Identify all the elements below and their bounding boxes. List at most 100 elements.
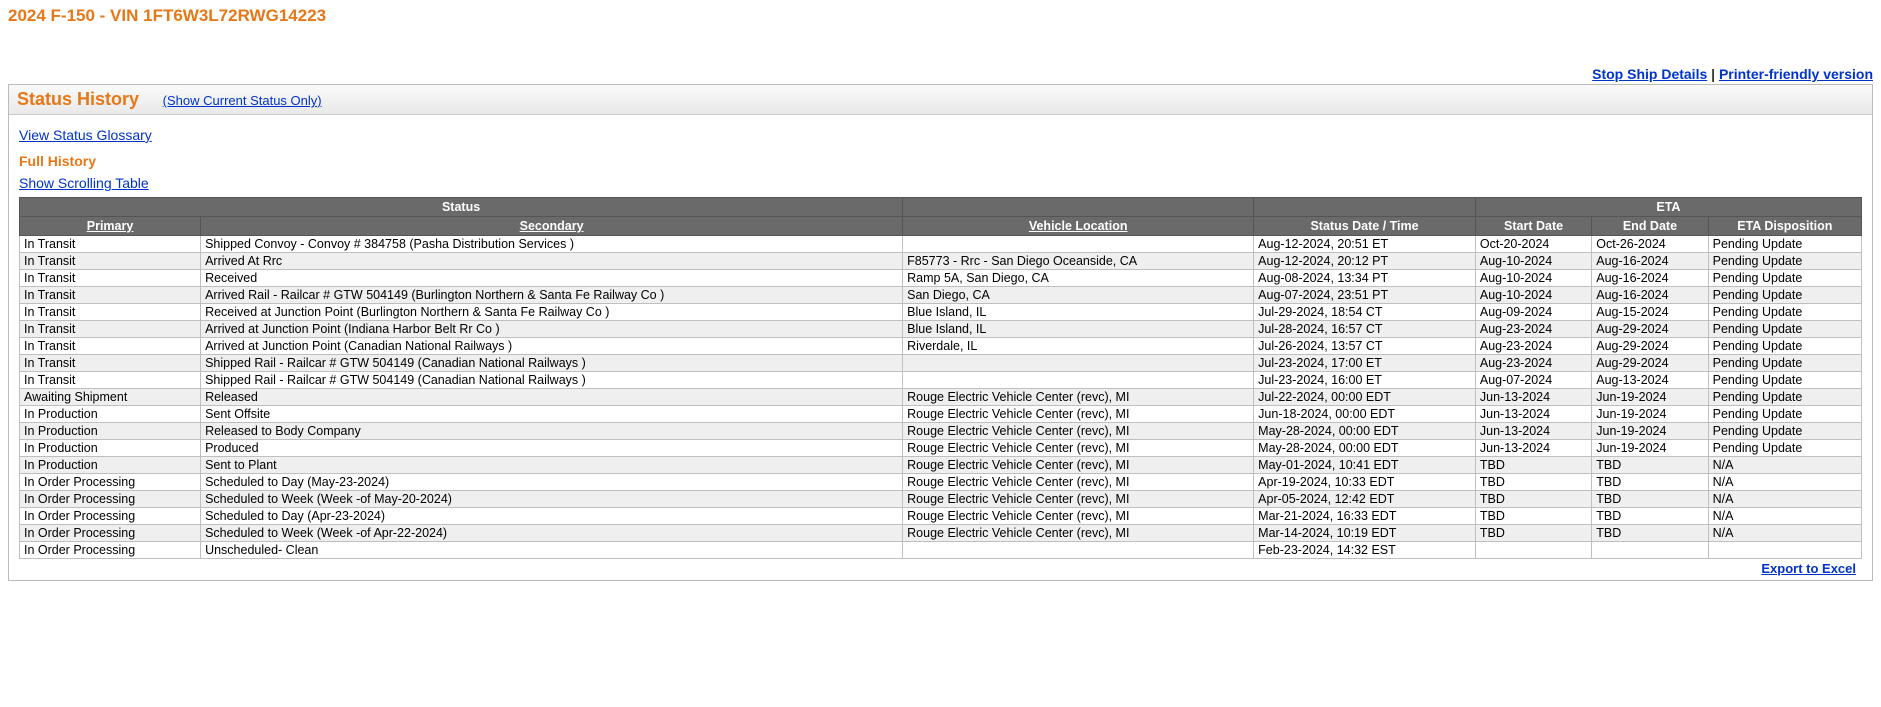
cell-start: Aug-10-2024 <box>1475 270 1591 287</box>
cell-start: Jun-13-2024 <box>1475 389 1591 406</box>
cell-secondary: Sent to Plant <box>201 457 903 474</box>
cell-location: Rouge Electric Vehicle Center (revc), MI <box>903 423 1254 440</box>
col-header-secondary[interactable]: Secondary <box>201 217 903 236</box>
table-row: In Order ProcessingUnscheduled- CleanFeb… <box>20 542 1862 559</box>
cell-disposition: Pending Update <box>1708 338 1861 355</box>
col-header-location[interactable]: Vehicle Location <box>903 217 1254 236</box>
page-title: 2024 F-150 - VIN 1FT6W3L72RWG14223 <box>8 6 1873 26</box>
cell-location: Blue Island, IL <box>903 321 1254 338</box>
cell-location: Rouge Electric Vehicle Center (revc), MI <box>903 389 1254 406</box>
show-scrolling-table-link[interactable]: Show Scrolling Table <box>19 175 149 191</box>
cell-start: Aug-10-2024 <box>1475 253 1591 270</box>
cell-datetime: May-28-2024, 00:00 EDT <box>1254 440 1476 457</box>
cell-start: TBD <box>1475 457 1591 474</box>
cell-disposition: Pending Update <box>1708 406 1861 423</box>
cell-disposition: Pending Update <box>1708 287 1861 304</box>
cell-start <box>1475 542 1591 559</box>
cell-location: Rouge Electric Vehicle Center (revc), MI <box>903 406 1254 423</box>
cell-primary: In Transit <box>20 304 201 321</box>
cell-end: Aug-29-2024 <box>1592 338 1708 355</box>
table-row: In TransitShipped Rail - Railcar # GTW 5… <box>20 372 1862 389</box>
cell-location: Rouge Electric Vehicle Center (revc), MI <box>903 525 1254 542</box>
cell-end: Aug-29-2024 <box>1592 321 1708 338</box>
cell-start: Jun-13-2024 <box>1475 440 1591 457</box>
col-header-start[interactable]: Start Date <box>1475 217 1591 236</box>
cell-primary: Awaiting Shipment <box>20 389 201 406</box>
cell-datetime: Jul-22-2024, 00:00 EDT <box>1254 389 1476 406</box>
cell-end: Jun-19-2024 <box>1592 423 1708 440</box>
cell-start: Aug-07-2024 <box>1475 372 1591 389</box>
show-current-status-link[interactable]: (Show Current Status Only) <box>163 93 322 108</box>
cell-disposition: Pending Update <box>1708 253 1861 270</box>
group-header-blank-2 <box>1254 198 1476 217</box>
cell-secondary: Shipped Rail - Railcar # GTW 504149 (Can… <box>201 372 903 389</box>
cell-datetime: Aug-07-2024, 23:51 PT <box>1254 287 1476 304</box>
cell-end: Aug-16-2024 <box>1592 287 1708 304</box>
cell-secondary: Scheduled to Week (Week -of May-20-2024) <box>201 491 903 508</box>
cell-location <box>903 355 1254 372</box>
col-header-end[interactable]: End Date <box>1592 217 1708 236</box>
cell-secondary: Scheduled to Day (Apr-23-2024) <box>201 508 903 525</box>
stop-ship-details-link[interactable]: Stop Ship Details <box>1592 66 1707 82</box>
cell-datetime: Feb-23-2024, 14:32 EST <box>1254 542 1476 559</box>
pipe-separator: | <box>1711 66 1719 82</box>
status-history-heading: Status History <box>17 89 139 109</box>
cell-secondary: Unscheduled- Clean <box>201 542 903 559</box>
printer-friendly-link[interactable]: Printer-friendly version <box>1719 66 1873 82</box>
cell-primary: In Transit <box>20 236 201 253</box>
cell-end: TBD <box>1592 491 1708 508</box>
cell-end: Jun-19-2024 <box>1592 389 1708 406</box>
table-row: In ProductionProducedRouge Electric Vehi… <box>20 440 1862 457</box>
cell-end: Jun-19-2024 <box>1592 440 1708 457</box>
table-row: In TransitReceivedRamp 5A, San Diego, CA… <box>20 270 1862 287</box>
cell-primary: In Production <box>20 423 201 440</box>
cell-location <box>903 236 1254 253</box>
cell-end: Aug-15-2024 <box>1592 304 1708 321</box>
cell-end <box>1592 542 1708 559</box>
cell-disposition: Pending Update <box>1708 372 1861 389</box>
cell-secondary: Received at Junction Point (Burlington N… <box>201 304 903 321</box>
table-row: In ProductionSent to PlantRouge Electric… <box>20 457 1862 474</box>
cell-end: TBD <box>1592 508 1708 525</box>
cell-start: Aug-23-2024 <box>1475 338 1591 355</box>
cell-secondary: Scheduled to Week (Week -of Apr-22-2024) <box>201 525 903 542</box>
cell-disposition: Pending Update <box>1708 304 1861 321</box>
cell-start: Jun-13-2024 <box>1475 406 1591 423</box>
cell-end: Aug-29-2024 <box>1592 355 1708 372</box>
cell-start: TBD <box>1475 491 1591 508</box>
cell-datetime: Jul-23-2024, 17:00 ET <box>1254 355 1476 372</box>
table-row: In Order ProcessingScheduled to Week (We… <box>20 525 1862 542</box>
cell-datetime: Mar-14-2024, 10:19 EDT <box>1254 525 1476 542</box>
cell-datetime: May-01-2024, 10:41 EDT <box>1254 457 1476 474</box>
cell-secondary: Scheduled to Day (May-23-2024) <box>201 474 903 491</box>
table-row: In ProductionSent OffsiteRouge Electric … <box>20 406 1862 423</box>
panel-header: Status History (Show Current Status Only… <box>9 85 1872 115</box>
cell-location: Rouge Electric Vehicle Center (revc), MI <box>903 440 1254 457</box>
cell-disposition: N/A <box>1708 474 1861 491</box>
cell-disposition: Pending Update <box>1708 270 1861 287</box>
cell-primary: In Transit <box>20 355 201 372</box>
cell-start: Aug-23-2024 <box>1475 355 1591 372</box>
cell-secondary: Arrived Rail - Railcar # GTW 504149 (Bur… <box>201 287 903 304</box>
cell-start: Aug-10-2024 <box>1475 287 1591 304</box>
export-to-excel-link[interactable]: Export to Excel <box>1761 561 1856 576</box>
cell-primary: In Transit <box>20 321 201 338</box>
cell-end: Jun-19-2024 <box>1592 406 1708 423</box>
view-status-glossary-link[interactable]: View Status Glossary <box>19 127 152 143</box>
cell-secondary: Released <box>201 389 903 406</box>
cell-datetime: Apr-05-2024, 12:42 EDT <box>1254 491 1476 508</box>
col-header-disposition[interactable]: ETA Disposition <box>1708 217 1861 236</box>
table-row: In TransitArrived At RrcF85773 - Rrc - S… <box>20 253 1862 270</box>
cell-disposition: Pending Update <box>1708 440 1861 457</box>
cell-secondary: Shipped Convoy - Convoy # 384758 (Pasha … <box>201 236 903 253</box>
col-header-datetime[interactable]: Status Date / Time <box>1254 217 1476 236</box>
col-header-primary[interactable]: Primary <box>20 217 201 236</box>
cell-disposition <box>1708 542 1861 559</box>
cell-disposition: N/A <box>1708 508 1861 525</box>
top-links: Stop Ship Details | Printer-friendly ver… <box>8 66 1873 82</box>
cell-datetime: Jul-28-2024, 16:57 CT <box>1254 321 1476 338</box>
cell-end: TBD <box>1592 525 1708 542</box>
cell-datetime: Aug-08-2024, 13:34 PT <box>1254 270 1476 287</box>
cell-location: Rouge Electric Vehicle Center (revc), MI <box>903 491 1254 508</box>
table-row: In Order ProcessingScheduled to Day (May… <box>20 474 1862 491</box>
